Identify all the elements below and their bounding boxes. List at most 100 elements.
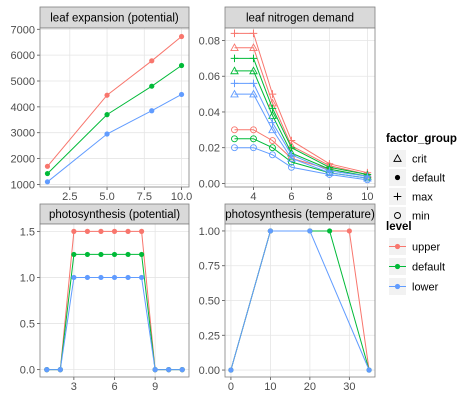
legend-key-symbol [394,174,401,181]
legend-label: lower [412,282,439,294]
legend-label: max [412,192,433,204]
y-tick-label: 0.75 [199,261,220,273]
data-point-lower [267,228,273,234]
data-point-upper [98,228,104,234]
x-tick-label: 3 [71,381,77,393]
x-tick-label: 30 [343,381,355,393]
data-point-upper [249,43,258,51]
y-tick-label: 0.25 [199,330,220,342]
panel-border [39,223,190,378]
legend-label: min [412,211,430,223]
series-line-upper [47,36,182,167]
panel-background [225,28,375,187]
legend-label: default [412,173,445,185]
data-point-upper [178,33,185,40]
legend-key-point [394,243,401,250]
data-point-default [231,135,238,143]
data-point-default [125,251,131,258]
data-point-default [249,66,258,75]
data-point-default [327,228,333,234]
data-point-lower [249,79,258,88]
series-line-lower [230,230,370,371]
y-tick-label: 0.00 [199,365,220,377]
chart-panel-2: leaf nitrogen demand 4 6 8 10 0.00 0.02 0.04 0.0… [199,6,376,203]
series-line-default [47,65,182,174]
x-tick-label: 8 [326,191,332,203]
legend-label: default [412,262,445,274]
y-tick-label: 1.0 [20,272,35,284]
data-point-upper [125,228,131,234]
y-tick-label: 0.04 [199,107,220,119]
chart-panel-3: photosynthesis (potential) 3 6 9 0.0 0.5 1.0 1.… [20,203,190,393]
legend-key [389,207,406,224]
y-tick-label: 1.5 [20,226,35,238]
data-point-lower [44,367,50,373]
x-tick-label: 6 [288,191,294,203]
legend-title-factor-group: factor_group [386,133,457,145]
panel-border [224,223,376,378]
y-tick-label: 5000 [11,76,35,88]
data-point-upper [84,228,91,234]
x-tick-label: 10 [361,191,373,203]
panel-title: leaf nitrogen demand [246,13,354,25]
x-tick-label: 0 [228,381,234,393]
legend-key [389,150,406,167]
y-tick-label: 0.0 [20,365,35,377]
data-point-lower [71,274,77,281]
y-tick-label: 7000 [11,24,35,36]
data-point-default [288,158,295,166]
data-point-upper [138,228,145,234]
data-point-upper [149,58,155,64]
data-point-lower [138,274,145,281]
data-point-default [71,251,77,258]
y-tick-label: 0.02 [199,143,220,155]
data-point-upper [230,43,239,51]
x-tick-label: 9 [152,381,158,393]
data-point-lower [268,125,277,134]
x-tick-label: 2.5 [62,191,77,203]
data-point-lower [166,367,172,373]
data-point-default [84,251,91,258]
x-tick-label: 10 [264,381,276,393]
y-tick-label: 3000 [11,128,35,140]
data-point-lower [111,274,118,281]
x-tick-label: 7.5 [137,191,152,203]
data-point-lower [230,89,239,98]
data-point-lower [287,153,296,162]
legend-label: upper [412,242,440,254]
data-point-lower [269,151,276,159]
panel-title: leaf expansion (potential) [50,13,179,25]
y-tick-label: 1000 [11,179,35,191]
data-point-default [111,251,118,258]
data-point-lower [179,367,185,373]
legend-key-point [394,263,401,270]
data-point-lower [249,89,258,98]
data-point-lower [363,176,371,184]
data-point-upper [230,29,239,38]
data-point-upper [346,228,352,234]
y-tick-label: 4000 [11,102,35,114]
data-point-lower [84,274,91,281]
data-point-lower [178,91,185,98]
y-tick-label: 6000 [11,50,35,62]
data-point-lower [250,144,257,152]
y-tick-label: 0.08 [199,36,220,48]
data-point-default [178,62,185,69]
x-tick-label: 10.0 [171,191,192,203]
legend-key-symbol [394,212,401,219]
legend-key-symbol [393,192,402,201]
y-tick-label: 0.00 [199,178,220,190]
data-point-upper [71,228,77,234]
data-point-upper [250,126,257,134]
data-point-upper [269,137,276,145]
data-point-upper [249,29,258,38]
data-point-default [138,251,145,258]
data-point-lower [98,274,104,281]
data-point-lower [325,171,333,178]
panel-background [40,28,189,187]
data-point-lower [152,367,158,373]
panel-title: photosynthesis (potential) [49,209,180,221]
